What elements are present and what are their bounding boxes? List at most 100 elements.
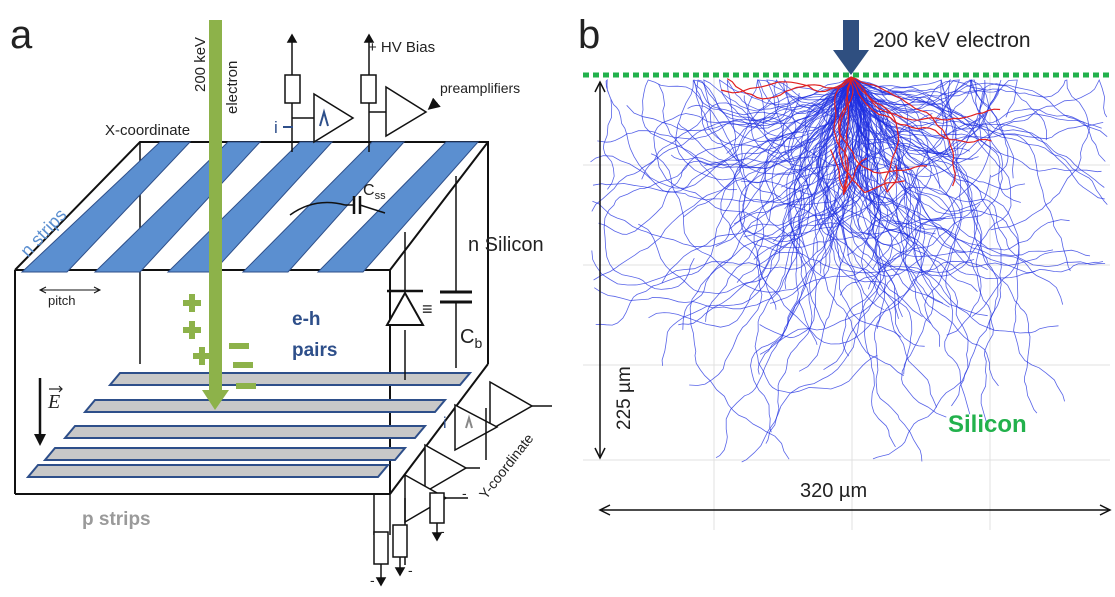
pitch-marker xyxy=(38,286,102,294)
backscatter-track xyxy=(829,76,852,196)
electron-track xyxy=(850,76,979,160)
eh-label-line1: e-h xyxy=(292,309,321,330)
p-strips-label: p strips xyxy=(82,509,151,530)
electron-track xyxy=(740,76,988,274)
electron-track xyxy=(757,76,915,240)
electron-track xyxy=(798,76,926,345)
electron-track xyxy=(603,76,852,290)
preamplifiers-label: preamplifiers xyxy=(440,80,520,96)
panel-a-letter: a xyxy=(10,13,33,57)
incoming-electron-arrow xyxy=(833,20,869,75)
electron-track xyxy=(850,76,938,408)
electron-track xyxy=(687,76,853,175)
backscatter-track xyxy=(850,76,1001,121)
electron-track xyxy=(850,76,1020,317)
electron-track xyxy=(718,76,852,163)
css-capacitor xyxy=(289,196,386,216)
electron-track xyxy=(850,76,959,195)
electron-track xyxy=(593,76,852,281)
electron-track xyxy=(827,76,947,418)
electron-track xyxy=(845,76,917,271)
electron-track xyxy=(595,76,852,326)
n-silicon-label: n Silicon xyxy=(468,234,544,256)
backscatter-track xyxy=(720,76,852,94)
electron-track xyxy=(850,76,950,308)
electron-track xyxy=(850,76,1108,205)
electron-track xyxy=(653,76,852,310)
electron-track xyxy=(850,76,971,415)
electron-track xyxy=(695,76,852,146)
electron-track xyxy=(808,76,869,329)
holes-plus xyxy=(183,294,211,365)
electron-track xyxy=(670,76,852,169)
n-strips xyxy=(20,141,480,273)
electron-track xyxy=(817,76,881,357)
electron-track xyxy=(648,76,852,328)
minus-label-3: - xyxy=(440,523,445,539)
hv-bias-label: + HV Bias xyxy=(368,39,435,56)
backscatter-tracks xyxy=(720,76,1001,196)
top-readout-circuit xyxy=(284,33,441,152)
pitch-label: pitch xyxy=(48,293,75,308)
material-label: Silicon xyxy=(948,411,1027,438)
electron-track xyxy=(683,76,852,218)
css-label: Css xyxy=(363,182,386,202)
panel-b: b 200 keV electron 225 µm xyxy=(578,13,1112,530)
panel-b-letter: b xyxy=(578,13,600,57)
electron-tracks xyxy=(590,76,1108,463)
grid xyxy=(583,75,1110,530)
electron-track xyxy=(769,76,882,304)
electron-track xyxy=(822,76,1014,179)
backscatter-track xyxy=(850,76,956,187)
electron-track xyxy=(720,76,852,346)
electron-track xyxy=(847,76,941,189)
x-coordinate-label: X-coordinate xyxy=(105,122,190,139)
electron-track xyxy=(799,76,899,319)
electron-track xyxy=(814,76,911,253)
minus-label-4: - xyxy=(462,485,467,501)
electron-track xyxy=(638,76,852,295)
electron-track xyxy=(835,76,994,423)
electron-track xyxy=(759,76,852,339)
electron-track xyxy=(788,76,852,208)
electron-track xyxy=(849,76,1108,156)
p-strips xyxy=(25,372,473,478)
electron-track xyxy=(743,76,852,238)
backscatter-track xyxy=(838,76,905,194)
electron-track xyxy=(592,76,852,248)
beam-label: 200 keV electron xyxy=(873,29,1031,52)
electron-track xyxy=(591,76,864,286)
current-label-2: i xyxy=(443,415,447,432)
electron-track xyxy=(850,76,1102,163)
electron-track xyxy=(830,76,1036,280)
depth-marker xyxy=(594,80,606,460)
electron-track xyxy=(850,76,983,336)
beam-label-line2: electron xyxy=(224,61,241,114)
electron-track xyxy=(754,77,878,394)
electron-track xyxy=(818,76,852,225)
electron-track xyxy=(850,76,1070,251)
electron-track xyxy=(850,76,999,407)
width-marker xyxy=(598,504,1112,516)
electron-track xyxy=(689,76,852,386)
efield-arrow xyxy=(34,378,46,446)
beam-label-line1: 200 keV xyxy=(192,37,209,92)
bottom-readout-circuit xyxy=(373,380,552,587)
eh-label-line2: pairs xyxy=(292,340,337,361)
backscatter-track xyxy=(833,76,868,193)
electron-track xyxy=(591,76,857,212)
electron-track xyxy=(850,76,1038,414)
electron-track xyxy=(850,76,956,329)
electron-track xyxy=(703,76,852,199)
electron-track xyxy=(850,76,991,317)
minus-label-2: - xyxy=(408,562,413,578)
electron-track xyxy=(753,76,869,260)
electron-track xyxy=(738,76,906,249)
width-label: 320 µm xyxy=(800,480,867,502)
efield-label: E xyxy=(47,391,60,413)
electron-track xyxy=(850,76,1071,272)
depth-label: 225 µm xyxy=(614,366,635,430)
current-label: i xyxy=(274,118,278,137)
equiv-symbol: ≡ xyxy=(422,299,433,319)
